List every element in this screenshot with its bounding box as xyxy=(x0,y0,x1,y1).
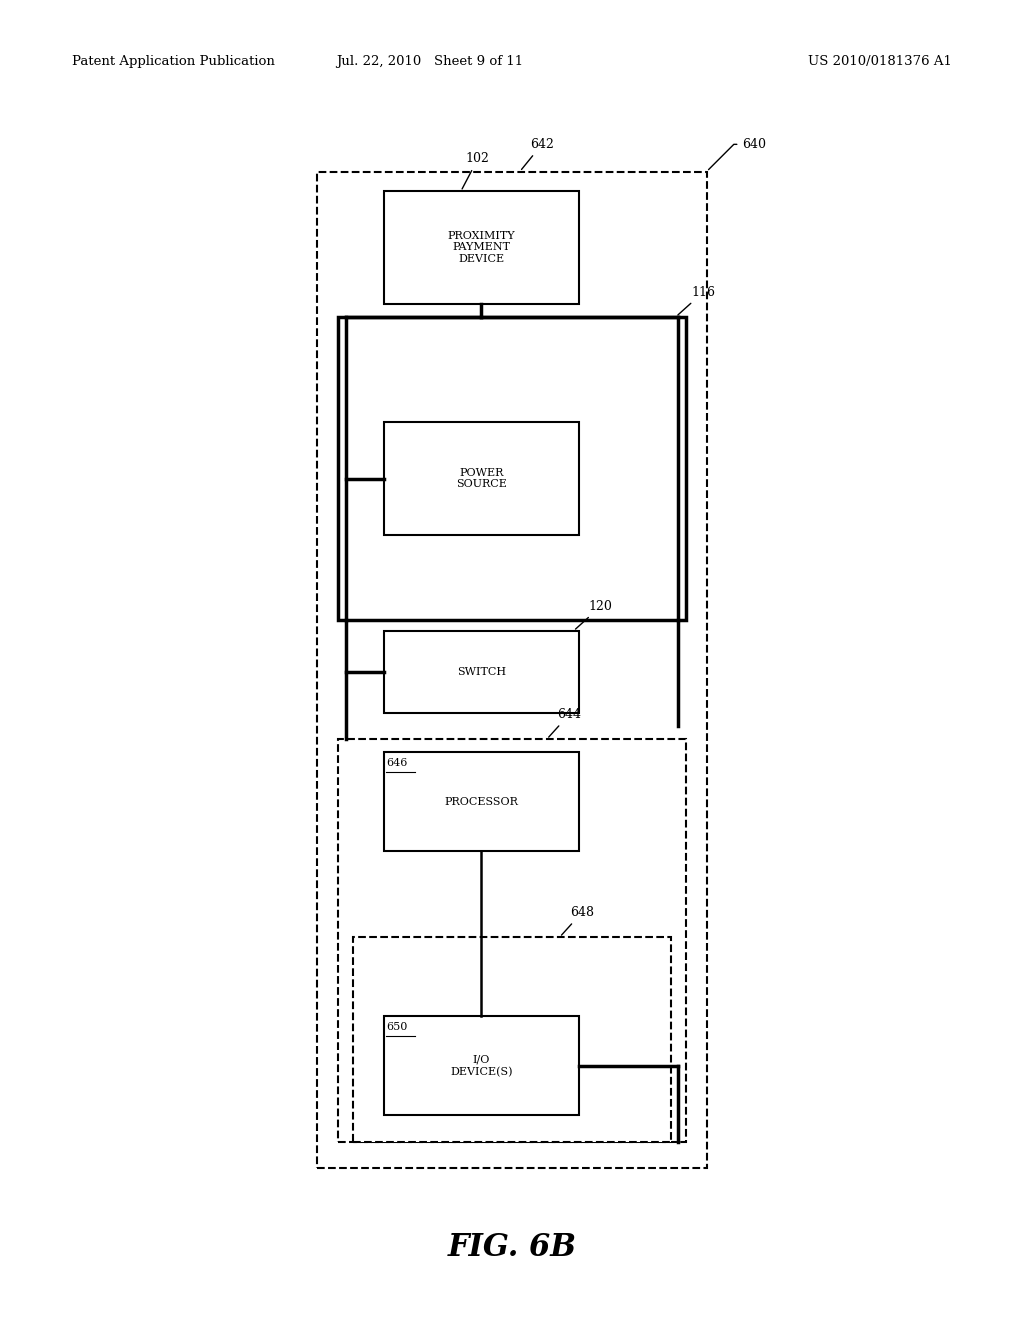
Text: PROCESSOR: PROCESSOR xyxy=(444,797,518,807)
Text: 650: 650 xyxy=(386,1022,408,1032)
Text: Patent Application Publication: Patent Application Publication xyxy=(72,55,274,69)
Text: I/O
DEVICE(S): I/O DEVICE(S) xyxy=(450,1055,513,1077)
Text: POWER
SOURCE: POWER SOURCE xyxy=(456,467,507,490)
Bar xyxy=(317,172,707,1168)
Bar xyxy=(338,317,686,620)
Bar xyxy=(384,631,579,713)
Text: 648: 648 xyxy=(561,906,594,935)
Text: 644: 644 xyxy=(549,708,581,737)
Text: FIG. 6B: FIG. 6B xyxy=(447,1232,577,1263)
Text: 642: 642 xyxy=(521,137,554,169)
Text: US 2010/0181376 A1: US 2010/0181376 A1 xyxy=(808,55,952,69)
Text: 120: 120 xyxy=(575,599,612,630)
Bar xyxy=(384,191,579,304)
Text: SWITCH: SWITCH xyxy=(457,667,506,677)
Bar xyxy=(384,422,579,535)
Bar xyxy=(384,1016,579,1115)
Text: PROXIMITY
PAYMENT
DEVICE: PROXIMITY PAYMENT DEVICE xyxy=(447,231,515,264)
Text: 646: 646 xyxy=(386,758,408,768)
Bar xyxy=(338,739,686,1142)
Text: Jul. 22, 2010   Sheet 9 of 11: Jul. 22, 2010 Sheet 9 of 11 xyxy=(337,55,523,69)
Text: 640: 640 xyxy=(709,137,766,170)
Text: 116: 116 xyxy=(678,285,715,315)
Bar xyxy=(384,752,579,851)
Bar xyxy=(353,937,671,1142)
Text: 102: 102 xyxy=(462,152,489,189)
